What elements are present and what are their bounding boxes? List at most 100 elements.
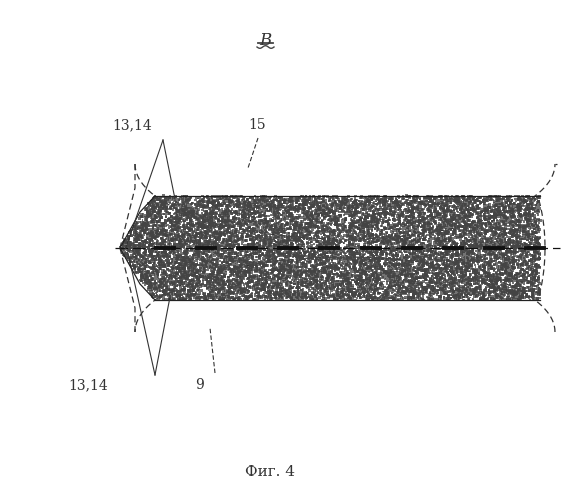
Point [144,257,153,265]
Point [464,207,473,215]
Point [487,263,496,271]
Point [251,207,260,215]
Point [295,204,304,212]
Point [217,273,226,281]
Point [504,254,513,262]
Point [472,283,481,291]
Point [514,206,523,214]
Point [371,268,380,276]
Point [391,278,400,286]
Point [310,222,319,230]
Point [511,197,520,205]
Point [524,212,533,220]
Point [327,291,336,299]
Point [205,294,214,302]
Point [493,270,502,278]
Point [531,238,540,246]
Point [405,199,414,207]
Point [259,262,268,270]
Point [488,264,497,272]
Point [446,287,455,295]
Point [525,287,534,295]
Point [177,268,186,276]
Point [345,246,354,253]
Point [192,273,201,281]
Point [266,232,275,240]
Point [260,246,269,253]
Point [181,240,190,248]
Point [365,284,374,292]
Point [343,208,352,216]
Point [472,237,481,245]
Point [510,200,519,208]
Point [236,288,245,296]
Point [120,248,129,256]
Point [219,228,228,236]
Point [238,268,247,276]
Point [415,253,424,261]
Point [133,236,142,244]
Point [505,196,514,204]
Point [439,220,448,228]
Point [233,276,242,284]
Point [178,242,187,250]
Point [275,274,284,282]
Point [278,271,287,279]
Point [212,283,221,291]
Point [264,246,273,254]
Point [434,250,443,257]
Point [328,216,337,224]
Point [467,250,476,257]
Point [359,223,368,231]
Point [234,203,243,211]
Point [300,205,309,213]
Point [301,195,310,203]
Point [261,229,270,237]
Point [398,265,407,273]
Point [260,219,269,227]
Point [351,195,360,203]
Point [241,210,250,218]
Point [208,213,217,221]
Point [352,198,361,206]
Point [176,228,185,236]
Point [397,263,406,271]
Point [461,281,470,289]
Point [318,256,327,264]
Point [264,254,273,262]
Point [296,232,305,240]
Point [424,247,433,255]
Point [329,247,338,254]
Point [211,233,220,241]
Point [481,204,490,212]
Point [214,229,223,237]
Point [519,198,528,206]
Point [160,220,169,228]
Point [140,275,149,283]
Point [491,229,500,237]
Point [324,239,333,247]
Point [217,229,226,237]
Point [413,222,422,230]
Point [455,214,464,222]
Point [481,221,490,229]
Point [215,271,224,279]
Point [124,247,133,255]
Point [371,210,380,218]
Point [237,285,246,293]
Point [297,281,306,289]
Point [285,263,294,271]
Point [432,212,441,220]
Point [159,262,168,270]
Point [380,237,389,245]
Point [328,281,337,289]
Point [271,211,280,219]
Point [405,241,414,249]
Point [235,258,244,266]
Point [192,282,201,290]
Point [207,224,216,232]
Point [297,271,306,279]
Point [359,278,368,286]
Point [316,259,325,267]
Point [496,207,505,215]
